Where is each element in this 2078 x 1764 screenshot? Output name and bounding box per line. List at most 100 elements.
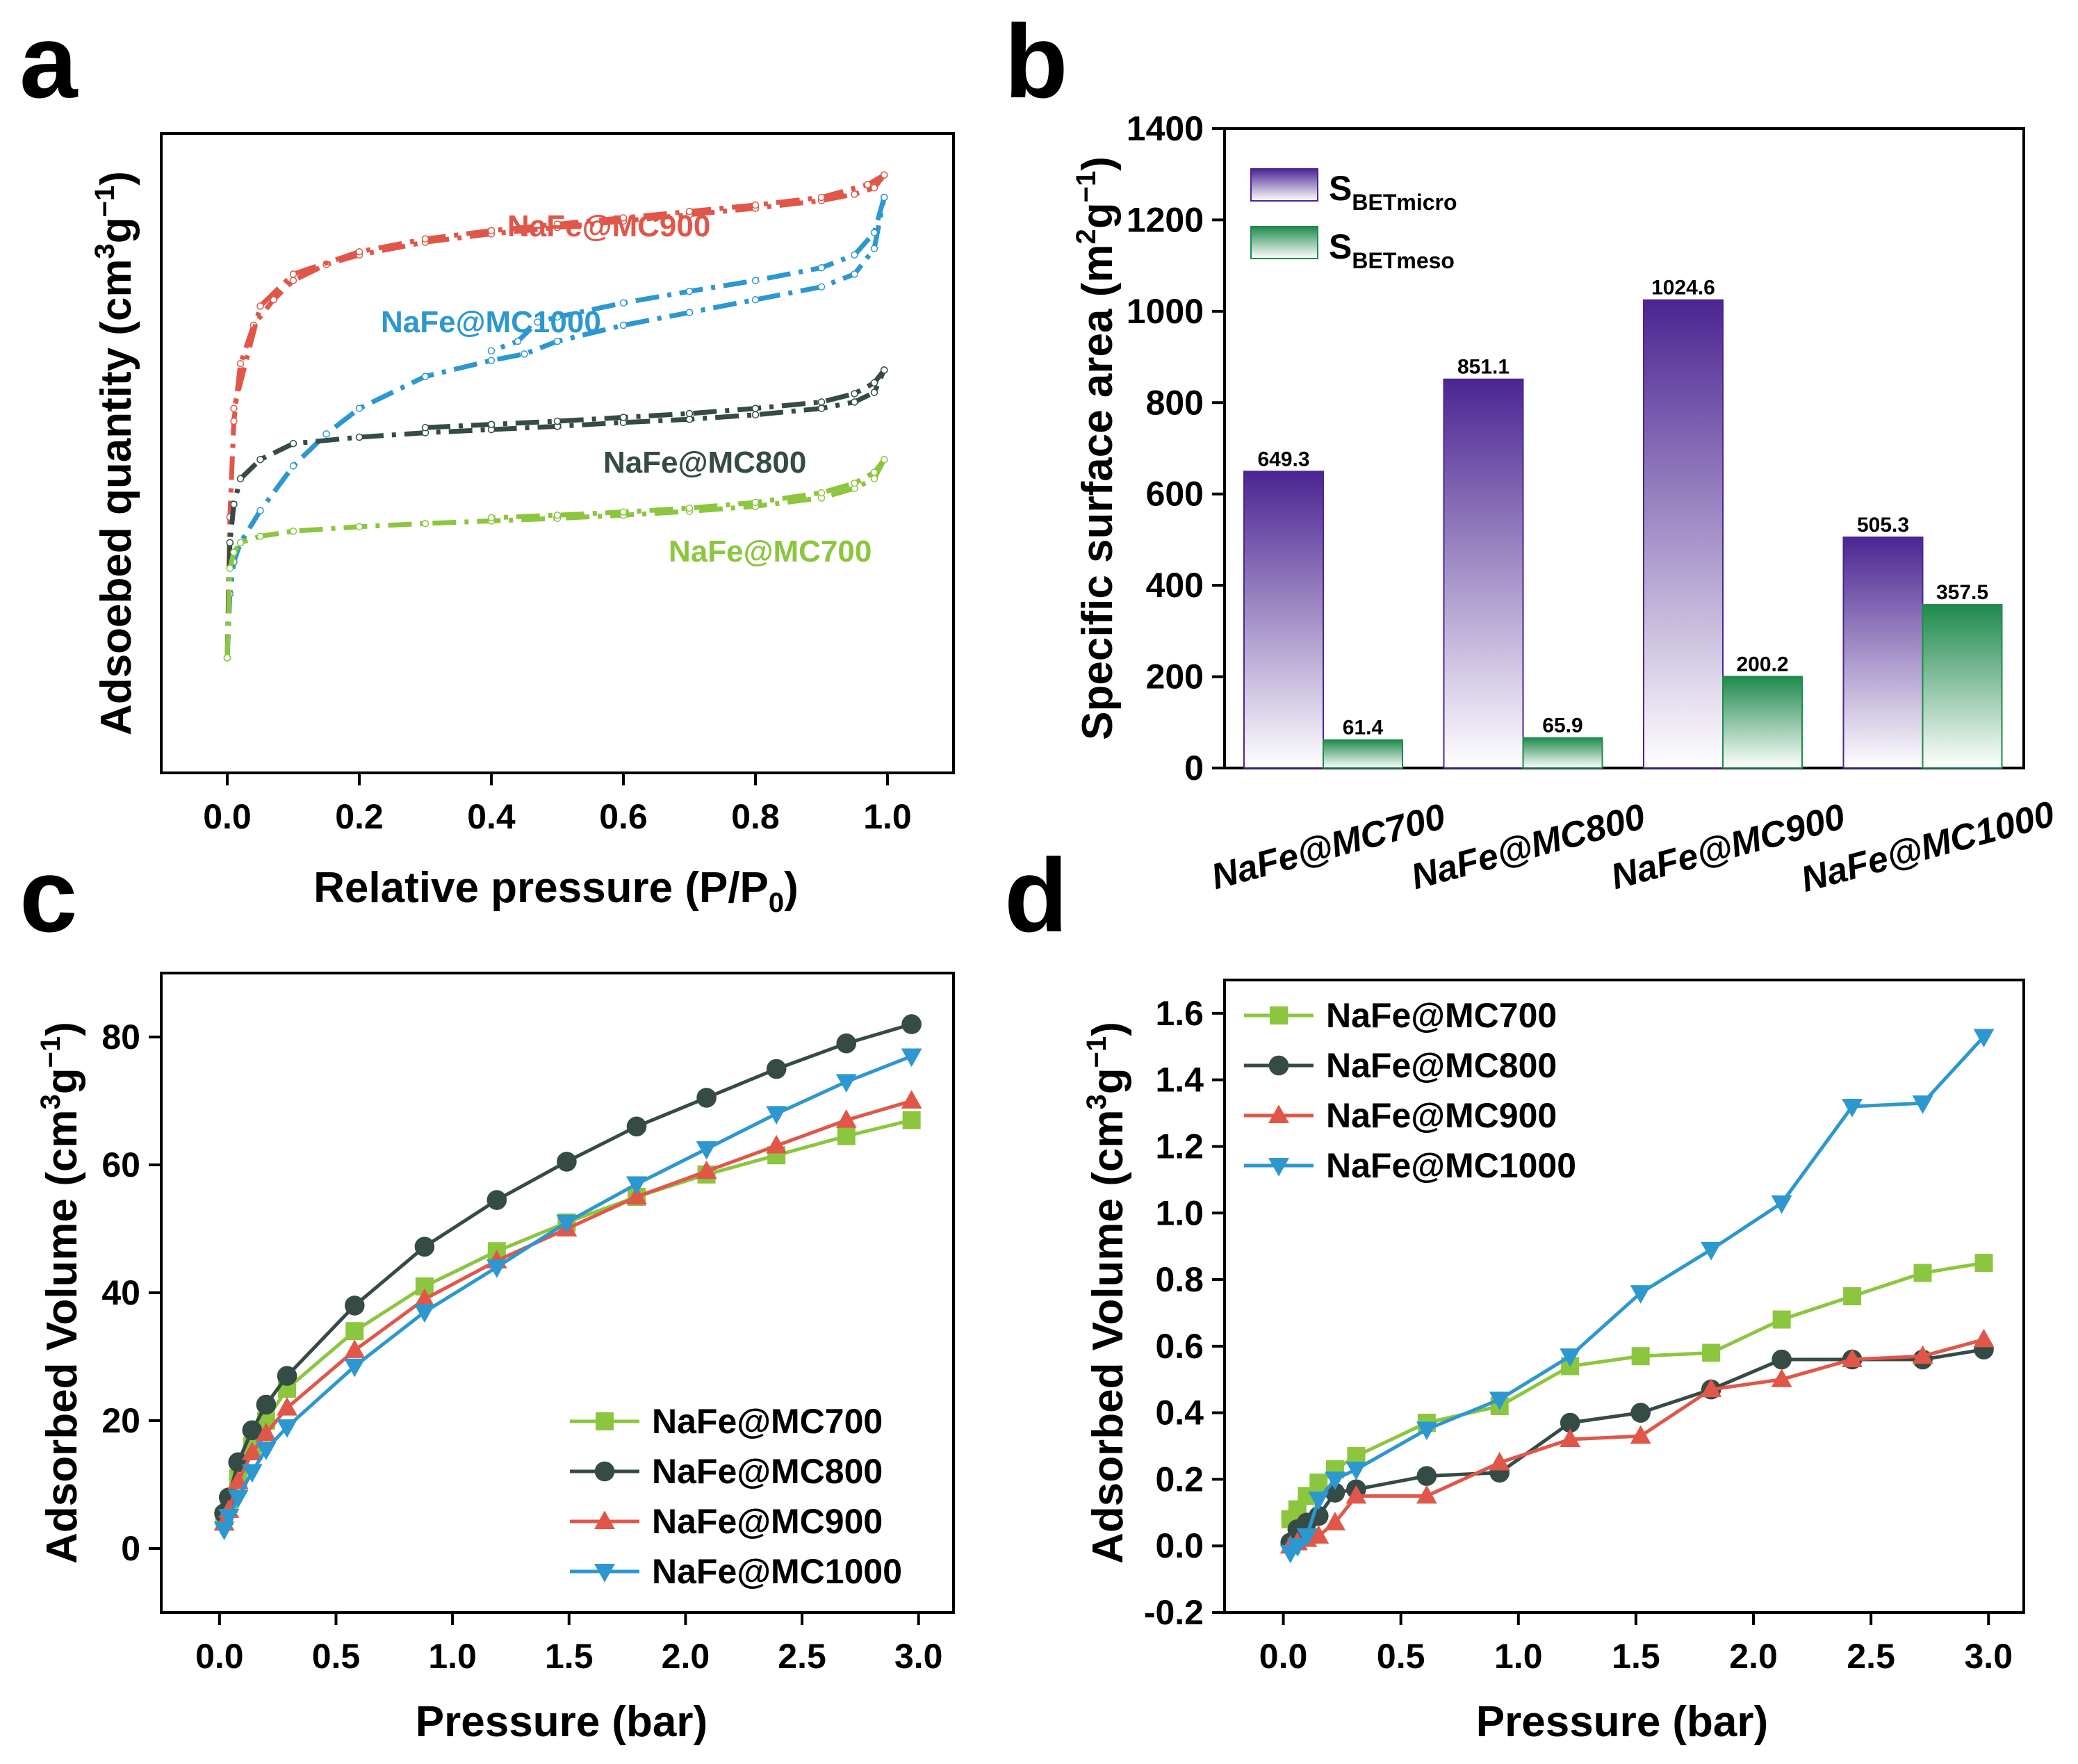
data-point	[521, 350, 528, 358]
data-marker	[1286, 1538, 1308, 1557]
data-point	[256, 532, 264, 540]
data-marker	[344, 1339, 366, 1358]
legend-label-micro-sub: BETmicro	[1352, 190, 1457, 215]
data-point	[553, 313, 562, 321]
data-marker	[1630, 1285, 1651, 1304]
data-point	[534, 318, 541, 326]
data-point	[421, 235, 429, 243]
data-point	[619, 508, 628, 516]
data-point	[487, 514, 496, 522]
data-marker	[1308, 1492, 1330, 1510]
x-axis-title: Pressure (bar)	[1476, 1698, 1768, 1746]
x-tick-label: 1.5	[1612, 1637, 1660, 1676]
data-marker	[1772, 1349, 1792, 1370]
bar-value-label: 61.4	[1343, 717, 1384, 740]
y-axis: 0 200 400 600 800 1000 1200 1400	[1127, 109, 1225, 787]
data-point	[870, 229, 878, 236]
x-tick-label: 2.5	[1847, 1637, 1895, 1676]
bar	[1643, 299, 1724, 769]
data-marker	[901, 1014, 922, 1034]
data-marker	[837, 1127, 856, 1145]
data-marker	[1630, 1403, 1651, 1423]
x-tick-label: 2.5	[778, 1637, 826, 1676]
bar	[1842, 536, 1924, 769]
data-point	[289, 270, 297, 278]
plot-frame	[1223, 979, 2025, 1614]
panel-letter-d: d	[1004, 837, 1068, 954]
data-point	[553, 337, 562, 345]
data-point	[817, 283, 826, 291]
data-point	[226, 539, 234, 547]
x-axis: NaFe@MC700NaFe@MC800NaFe@MC900NaFe@MC100…	[1207, 794, 2059, 900]
legend-label: NaFe@MC700	[652, 1402, 883, 1441]
data-point	[619, 214, 628, 222]
data-point	[619, 299, 628, 307]
plot-frame	[160, 132, 955, 774]
data-point	[230, 548, 238, 556]
y-tick-label: 20	[101, 1401, 140, 1440]
legend-label-meso-main: S	[1329, 227, 1352, 266]
x-axis-title-main: Relative pressure (P/P	[313, 864, 769, 912]
data-marker	[626, 1116, 647, 1137]
data-marker	[1631, 1347, 1650, 1366]
data-marker	[277, 1397, 298, 1416]
data-marker	[1912, 1095, 1933, 1114]
data-point	[289, 527, 297, 535]
legend: NaFe@MC700 NaFe@MC800 NaFe@MC900 NaFe@MC100…	[570, 1402, 902, 1591]
data-marker	[1560, 1348, 1581, 1367]
bars: 649.3 61.4 851.1 65.9 1024.6 200.2 505.3 357.5	[1243, 277, 2003, 769]
x-tick-label: 1.0	[863, 797, 912, 836]
data-marker	[1489, 1451, 1510, 1471]
data-point	[487, 357, 496, 364]
plot-frame	[1223, 127, 2025, 769]
data-point	[864, 181, 872, 188]
y-axis-title-sup2: −1	[1081, 1036, 1112, 1068]
data-marker	[626, 1176, 647, 1195]
x-tick-label: 0.5	[1377, 1637, 1425, 1676]
data-point	[289, 439, 297, 448]
data-point	[256, 455, 264, 464]
data-marker	[1842, 1348, 1863, 1368]
data-marker	[1772, 1310, 1791, 1329]
x-tick-label: 3.0	[894, 1637, 943, 1676]
y-tick-label: 1.4	[1155, 1061, 1204, 1100]
x-tick-label: 0.6	[599, 797, 648, 836]
data-point	[751, 277, 760, 284]
data-point	[870, 183, 878, 192]
data-point	[230, 500, 238, 508]
data-marker	[1325, 1512, 1345, 1530]
data-marker	[1489, 1391, 1510, 1411]
series	[1279, 1029, 1995, 1564]
data-marker	[901, 1090, 922, 1109]
co2-uptake-chart: 0.0 0.5 1.0 1.5 2.0 2.5 3.0 0 20 40 60 80 NaFe@MC70…	[35, 972, 955, 1746]
data-point	[881, 193, 888, 202]
y-axis-title-tail: )	[38, 1022, 86, 1036]
data-marker	[835, 1109, 857, 1128]
y-tick-label: 1.6	[1155, 994, 1204, 1033]
y-axis-title-mid: g	[92, 217, 140, 243]
x-axis-title: Pressure (bar)	[416, 1698, 707, 1746]
data-point	[817, 193, 826, 202]
data-point	[817, 263, 826, 272]
panel-letter-a: a	[19, 3, 79, 120]
data-point	[751, 498, 760, 507]
legend: NaFe@MC700 NaFe@MC800 NaFe@MC900 NaFe@MC100…	[1244, 996, 1576, 1185]
y-axis-title-sup2: −1	[90, 186, 120, 218]
data-point	[870, 245, 878, 252]
data-point	[514, 337, 522, 345]
y-tick-label: 1000	[1127, 292, 1204, 331]
data-point	[355, 433, 363, 441]
data-point	[289, 277, 297, 284]
legend-marker	[596, 1412, 614, 1430]
y-tick-label: 0	[121, 1529, 140, 1568]
data-point	[751, 405, 760, 412]
y-tick-label: 600	[1146, 475, 1204, 514]
y-tick-label: 400	[1146, 566, 1204, 605]
data-marker	[213, 1521, 235, 1540]
isotherm-curves	[223, 171, 888, 662]
data-point	[553, 417, 562, 425]
legend-swatch-meso	[1250, 226, 1318, 259]
y-axis-title-main: Adsorbed Volume (cm	[38, 1109, 86, 1563]
data-marker	[414, 1304, 435, 1323]
y-axis-title-tail: )	[92, 171, 140, 186]
